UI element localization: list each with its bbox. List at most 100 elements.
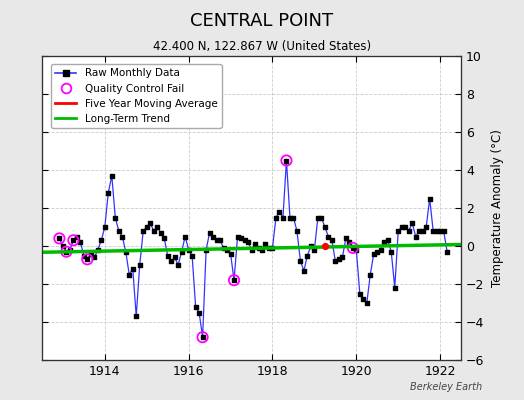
Point (348, 245, 357, 251)
Point (153, 224, 161, 230)
Point (230, 277, 238, 283)
Point (76, 239, 84, 245)
Point (55, 235, 63, 242)
Point (101, 224, 109, 230)
Point (241, 237, 249, 244)
Y-axis label: Temperature Anomaly (°C): Temperature Anomaly (°C) (492, 129, 504, 287)
Point (202, 246, 210, 253)
Point (94, 246, 102, 253)
Point (419, 228, 427, 234)
Point (237, 235, 245, 242)
Point (258, 246, 266, 253)
Point (429, 228, 438, 234)
Point (104, 190, 113, 196)
Point (160, 235, 168, 242)
Point (338, 254, 346, 261)
Point (107, 172, 116, 179)
Point (149, 228, 158, 234)
Point (251, 241, 259, 247)
Point (178, 248, 186, 255)
Point (254, 245, 263, 251)
Point (199, 334, 207, 340)
Point (62, 248, 71, 255)
Point (356, 290, 364, 297)
Point (69, 237, 78, 244)
Point (282, 157, 291, 164)
Point (205, 230, 214, 236)
Point (331, 258, 340, 264)
Point (436, 228, 444, 234)
Point (415, 228, 423, 234)
Point (279, 214, 287, 221)
Point (359, 296, 367, 302)
Point (66, 246, 74, 253)
Point (440, 228, 448, 234)
Point (261, 241, 270, 247)
Point (321, 243, 329, 249)
Point (317, 214, 325, 221)
Text: CENTRAL POINT: CENTRAL POINT (190, 12, 334, 30)
Point (83, 256, 92, 262)
Point (223, 246, 231, 253)
Point (55, 235, 63, 242)
Point (408, 220, 417, 226)
Point (286, 214, 294, 221)
Point (443, 248, 451, 255)
Point (394, 228, 402, 234)
Point (342, 235, 350, 242)
Point (422, 224, 430, 230)
Point (310, 246, 319, 253)
Point (184, 246, 193, 253)
Point (136, 262, 144, 268)
Point (233, 233, 242, 240)
Point (398, 224, 406, 230)
Point (191, 304, 200, 310)
Point (282, 157, 291, 164)
Point (174, 262, 182, 268)
Point (62, 248, 71, 255)
Point (272, 214, 280, 221)
Legend: Raw Monthly Data, Quality Control Fail, Five Year Moving Average, Long-Term Tren: Raw Monthly Data, Quality Control Fail, … (51, 64, 222, 128)
Point (69, 237, 78, 244)
Point (335, 256, 343, 262)
Point (411, 233, 420, 240)
Point (369, 250, 378, 257)
Point (384, 237, 392, 244)
Point (345, 239, 354, 245)
Point (265, 245, 273, 251)
Point (118, 233, 126, 240)
Point (275, 209, 283, 215)
Point (247, 246, 256, 253)
Point (380, 239, 388, 245)
Point (216, 237, 224, 244)
Point (167, 258, 176, 264)
Point (324, 233, 333, 240)
Point (143, 224, 151, 230)
Point (226, 250, 235, 257)
Point (188, 252, 196, 259)
Point (163, 252, 172, 259)
Point (363, 300, 371, 306)
Point (230, 277, 238, 283)
Point (401, 224, 409, 230)
Point (209, 233, 217, 240)
Point (307, 243, 315, 249)
Point (321, 224, 329, 230)
Point (387, 248, 396, 255)
Point (170, 254, 179, 261)
Point (80, 252, 88, 259)
Text: 42.400 N, 122.867 W (United States): 42.400 N, 122.867 W (United States) (153, 40, 371, 53)
Point (268, 245, 277, 251)
Point (377, 246, 385, 253)
Point (289, 214, 298, 221)
Point (366, 271, 375, 278)
Point (300, 268, 308, 274)
Point (348, 245, 357, 251)
Point (111, 214, 119, 221)
Point (328, 237, 336, 244)
Point (125, 271, 134, 278)
Point (83, 256, 92, 262)
Point (296, 258, 304, 264)
Point (314, 214, 322, 221)
Point (425, 195, 434, 202)
